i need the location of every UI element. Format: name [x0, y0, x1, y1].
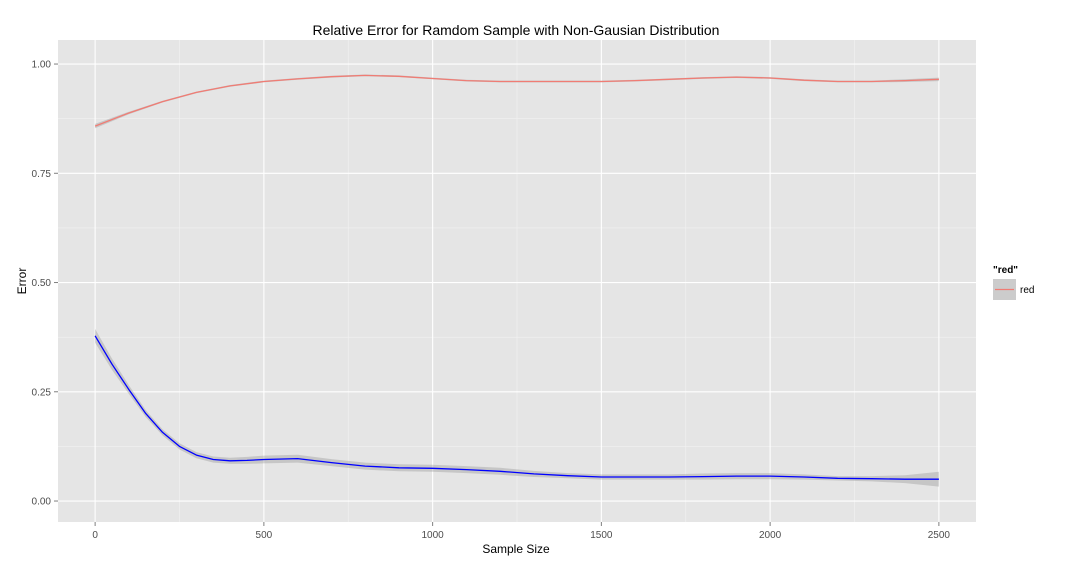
x-tick-label: 2500 — [928, 530, 951, 541]
series-lines — [94, 74, 939, 480]
legend-label-red: red — [1020, 285, 1034, 296]
y-tick-label: 0.75 — [32, 169, 52, 180]
x-tick-label: 500 — [256, 530, 273, 541]
x-tick-label: 1000 — [422, 530, 445, 541]
y-tick-label: 0.00 — [32, 497, 52, 508]
y-tick-label: 0.50 — [32, 278, 52, 289]
grid-major — [58, 40, 976, 522]
x-axis-ticks: 0 500 1000 1500 2000 2500 — [92, 522, 950, 541]
y-tick-label: 0.25 — [32, 387, 52, 398]
x-tick-label: 1500 — [590, 530, 613, 541]
legend: "red" red — [993, 265, 1034, 300]
grid-minor — [58, 40, 976, 522]
y-axis-ticks: 0.00 0.25 0.50 0.75 1.00 — [32, 60, 58, 508]
x-tick-label: 2000 — [759, 530, 782, 541]
x-tick-label: 0 — [92, 530, 98, 541]
y-axis-title: Error — [15, 268, 29, 295]
series-line-1 — [94, 74, 939, 127]
y-tick-label: 1.00 — [32, 60, 52, 71]
chart-title: Relative Error for Ramdom Sample with No… — [313, 22, 720, 38]
legend-title: "red" — [993, 265, 1018, 276]
series-line-2 — [94, 335, 939, 480]
x-axis-title: Sample Size — [482, 542, 550, 556]
